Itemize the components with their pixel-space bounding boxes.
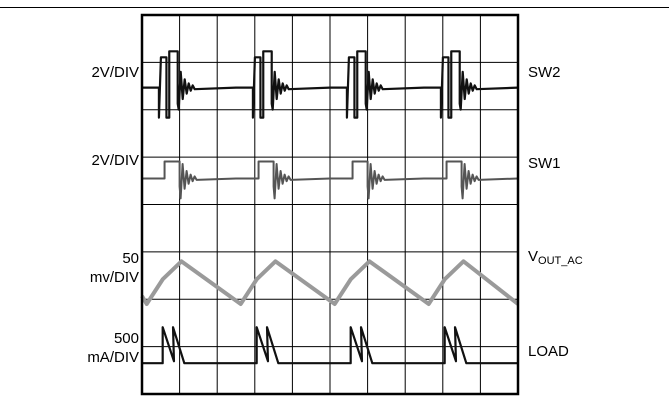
sw2-scale-label: 2V/DIV [91,64,139,81]
top-rule [0,7,669,8]
load-scale-line2: mA/DIV [87,349,139,366]
load-scale-label: 500 mA/DIV [87,329,139,367]
traces [140,50,520,365]
vout-scale-label: 50 mv/DIV [90,249,139,287]
vout-ac-trace [140,259,520,306]
vout-label-main: V [528,248,539,265]
sw1-scale-label: 2V/DIV [91,152,139,169]
load-channel-label: LOAD [528,343,569,360]
sw2-channel-label: SW2 [528,64,561,81]
sw1-trace [142,160,519,200]
sw1-channel-label: SW1 [528,155,561,172]
scope-frame [140,13,520,396]
vout-label-sub: OUT_AC [538,255,583,267]
vout-channel-label: VOUT_AC [528,247,583,271]
sw2-trace [142,50,519,119]
load-trace [142,326,518,365]
load-scale-line1: 500 [113,330,139,347]
vout-scale-line2: mv/DIV [89,269,139,286]
vout-scale-line1: 50 [122,250,139,267]
